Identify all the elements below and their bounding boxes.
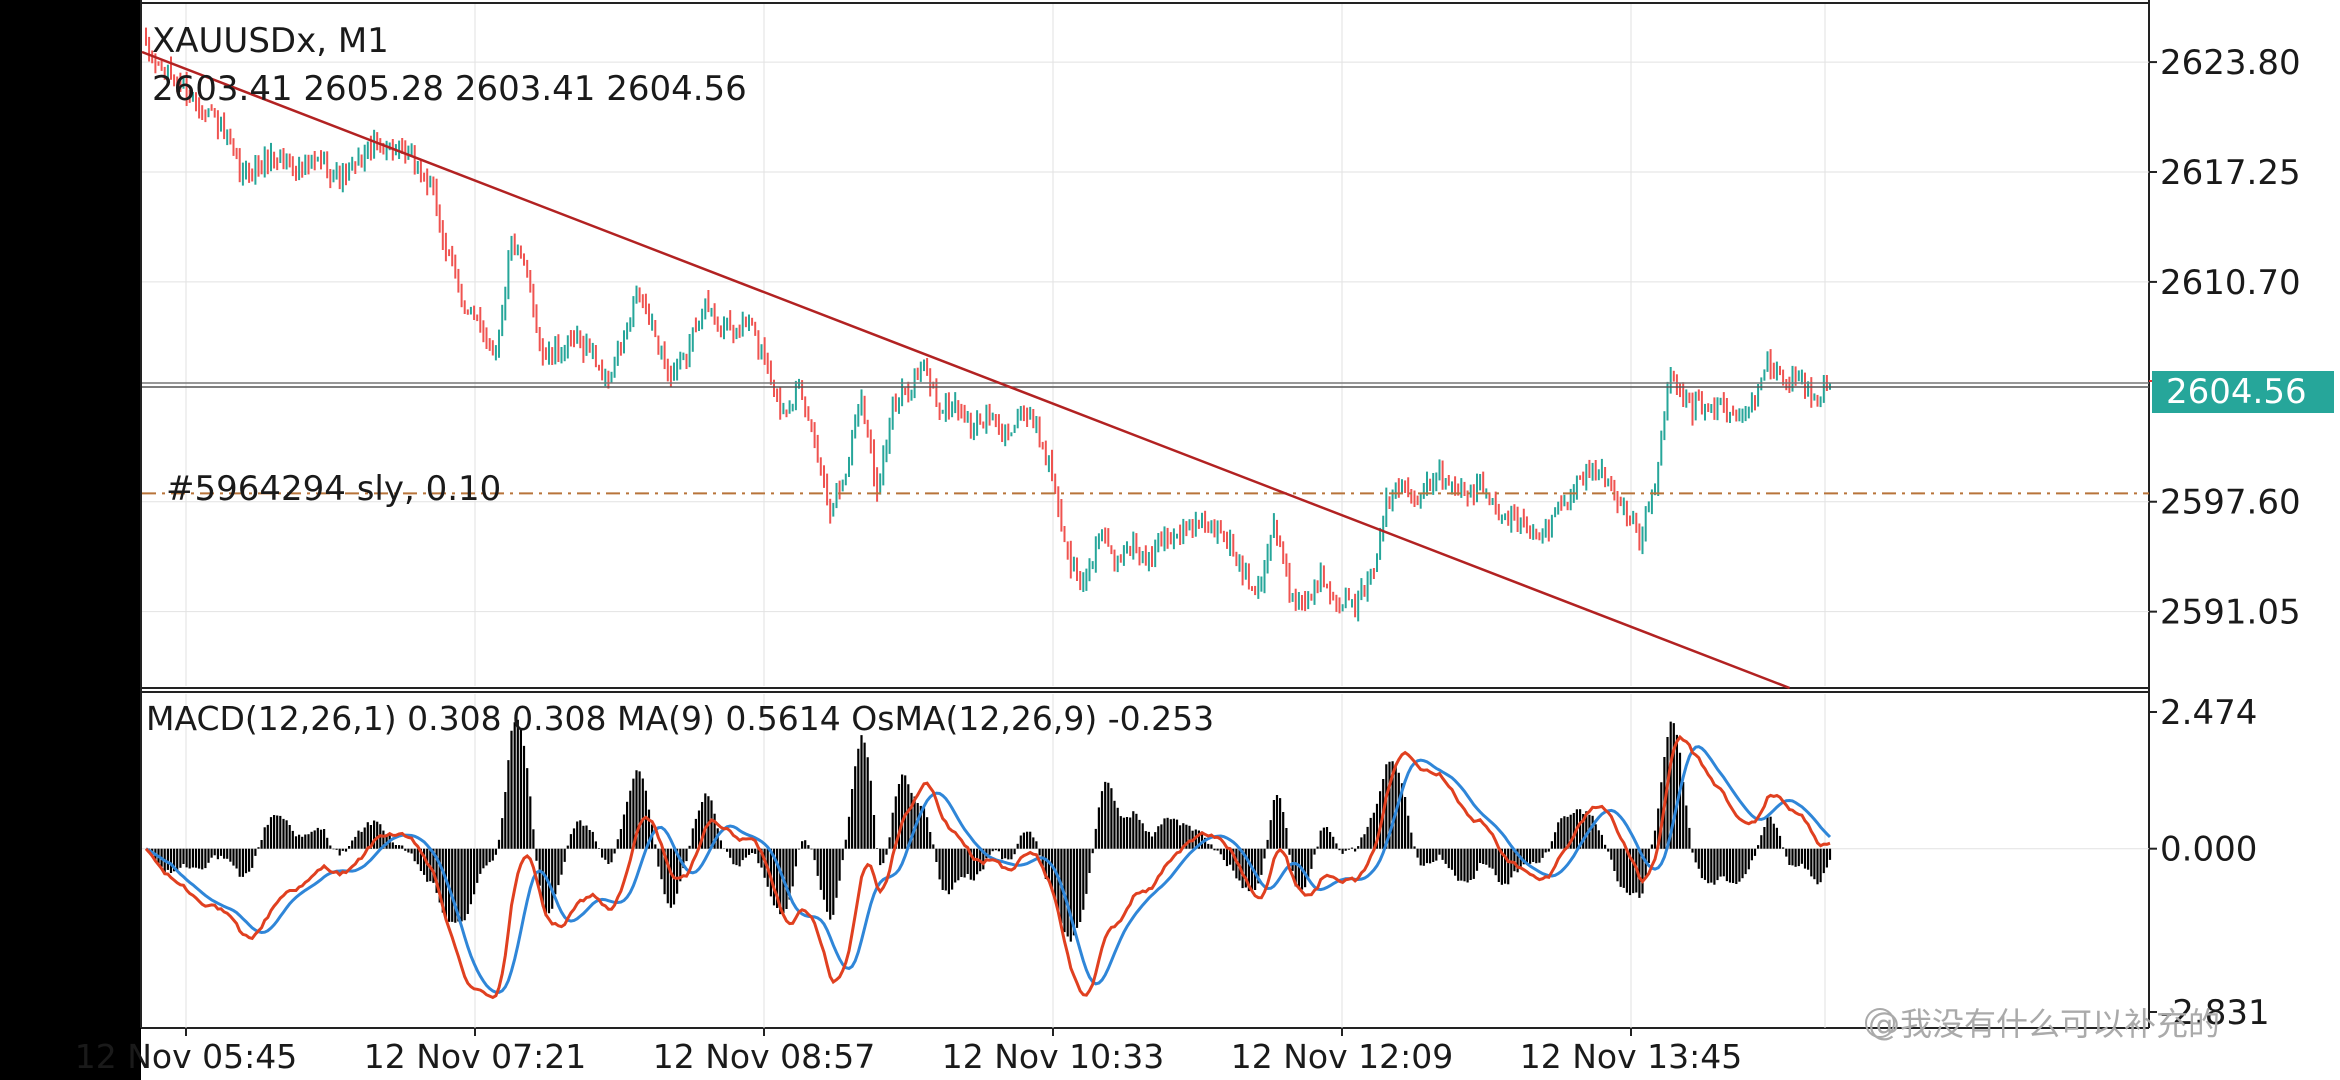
order-line-label[interactable]: #5964294 sly, 0.10 — [166, 469, 501, 509]
candlestick-series — [145, 27, 1831, 622]
watermark-logo-icon — [1865, 1008, 1895, 1038]
indicator-header: MACD(12,26,1) 0.308 0.308 MA(9) 0.5614 O… — [146, 699, 1214, 738]
current-price-tag — [2152, 371, 2334, 413]
time-tick-label: 12 Nov 10:33 — [942, 1037, 1164, 1076]
indicator-tick-label: -2.831 — [2160, 993, 2270, 1033]
macd-main-line — [144, 734, 1831, 1000]
price-axis[interactable] — [2149, 0, 2340, 1028]
chart-objects — [141, 50, 2334, 690]
price-tick-label: 2617.25 — [2160, 153, 2301, 193]
time-axis — [141, 1028, 2340, 1080]
price-tick-label: 2623.80 — [2160, 43, 2301, 83]
time-tick-label: 12 Nov 08:57 — [653, 1037, 875, 1076]
main-chart-window[interactable] — [141, 0, 2149, 690]
price-tick-label: 2597.60 — [2160, 483, 2301, 523]
price-tick-label: 2610.70 — [2160, 263, 2301, 303]
indicator-tick-label: 0.000 — [2160, 830, 2257, 870]
macd-series — [144, 719, 1832, 1000]
time-tick-label: 12 Nov 05:45 — [75, 1037, 297, 1076]
time-tick-label: 12 Nov 07:21 — [364, 1037, 586, 1076]
watermark-text: @我没有什么可以补充的 — [1868, 1005, 2220, 1043]
grid-lines — [142, 4, 2149, 1028]
symbol-title: XAUUSDx, M1 — [152, 21, 389, 61]
price-tick-label: 2591.05 — [2160, 593, 2301, 633]
trendline[interactable] — [141, 50, 1791, 690]
axis-ticks: 12 Nov 05:45 12 Nov 07:21 12 Nov 08:57 12 N… — [75, 43, 2301, 1076]
time-tick-label: 12 Nov 12:09 — [1231, 1037, 1453, 1076]
current-price-value: 2604.56 — [2166, 372, 2307, 412]
time-tick-label: 12 Nov 13:45 — [1520, 1037, 1742, 1076]
indicator-tick-label: 2.474 — [2160, 693, 2257, 733]
ohlc-values: 2603.41 2605.28 2603.41 2604.56 — [152, 69, 747, 109]
